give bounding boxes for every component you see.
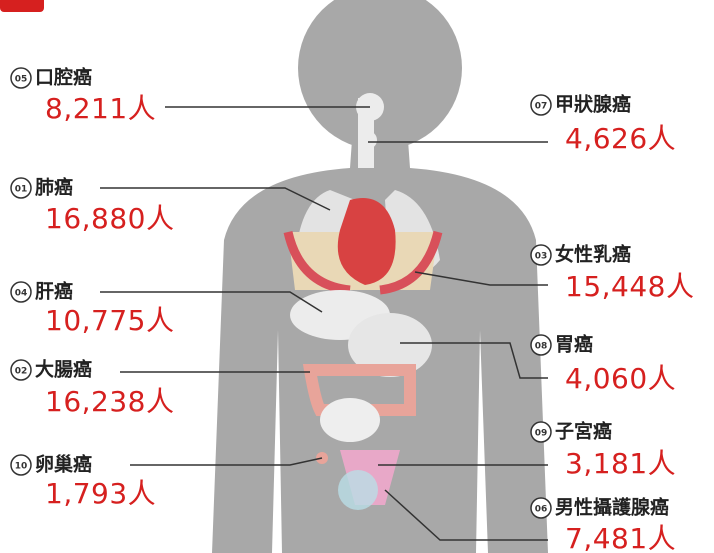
cancer-name: 肝癌 (35, 280, 73, 303)
rank: 03 (535, 252, 548, 262)
cancer-name: 胃癌 (555, 333, 593, 356)
cancer-name: 子宮癌 (555, 420, 612, 443)
rank: 09 (535, 429, 548, 439)
case-count: 4,626人 (565, 122, 676, 155)
case-count: 16,880人 (45, 202, 174, 235)
rank: 04 (15, 289, 28, 299)
case-count: 15,448人 (565, 270, 694, 303)
rank: 07 (535, 102, 548, 112)
case-count: 3,181人 (565, 447, 676, 480)
case-count: 1,793人 (45, 477, 156, 510)
cancer-name: 肺癌 (35, 176, 73, 199)
rank: 01 (15, 185, 28, 195)
cancer-name: 男性攝護腺癌 (555, 496, 669, 519)
cancer-name: 大腸癌 (35, 358, 92, 381)
case-count: 8,211人 (45, 92, 156, 125)
cancer-name: 女性乳癌 (555, 243, 631, 266)
infographic: 05 口腔癌 8,211人 01 肺癌 16,880人 04 肝癌10,775人 02 大腸癌 16… (0, 0, 714, 553)
cancer-name: 甲狀腺癌 (555, 93, 631, 116)
rank: 10 (15, 462, 28, 472)
case-count: 10,775人 (45, 304, 174, 337)
cancer-name: 卵巢癌 (35, 453, 92, 476)
rank: 02 (15, 367, 28, 377)
rank: 06 (535, 505, 548, 515)
cancer-name: 口腔癌 (35, 66, 92, 89)
case-count: 4,060人 (565, 362, 676, 395)
case-count: 16,238人 (45, 385, 174, 418)
badge (0, 0, 44, 12)
rank: 08 (535, 342, 548, 352)
case-count: 7,481人 (565, 522, 676, 553)
rank: 05 (15, 75, 28, 85)
